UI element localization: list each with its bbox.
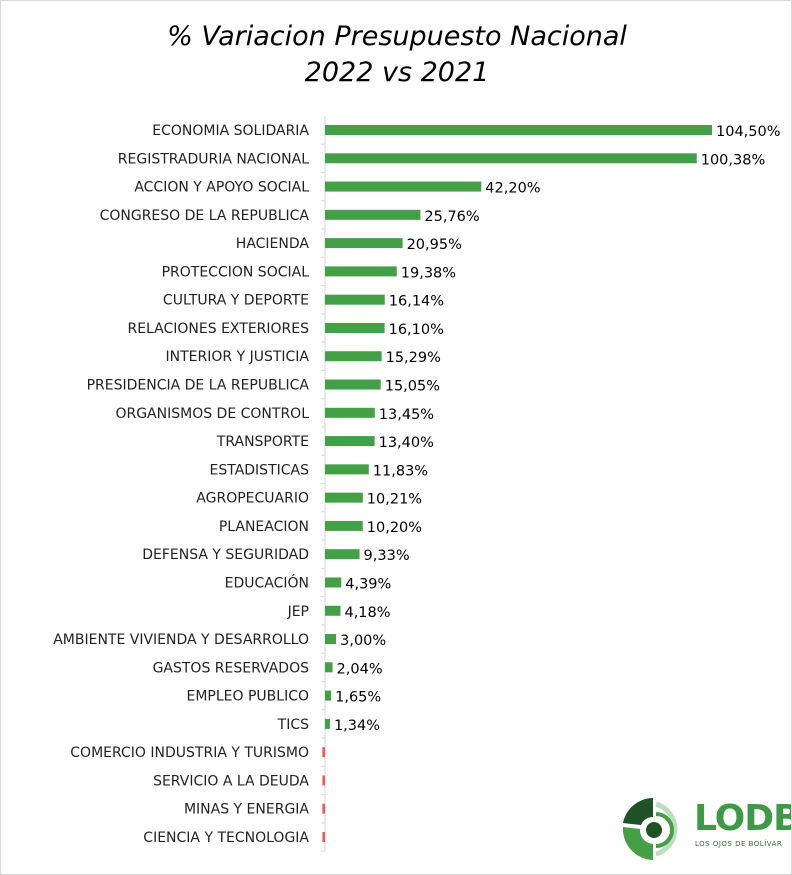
bar [325, 379, 381, 390]
data-label: 25,76% [424, 209, 479, 225]
data-label: 15,29% [386, 350, 441, 366]
bar [322, 803, 325, 814]
logo-tagline: LOS OJOS DE BOLÍVAR [695, 840, 783, 848]
category-label: COMERCIO INDUSTRIA Y TURISMO [70, 745, 309, 761]
bar [325, 549, 360, 560]
bar [325, 492, 363, 503]
category-label: TICS [277, 717, 309, 733]
category-label: INTERIOR Y JUSTICIA [166, 349, 310, 365]
category-label: JEP [287, 604, 309, 620]
category-label: EMPLEO PUBLICO [187, 689, 310, 705]
data-label: 9,33% [364, 548, 410, 564]
bar [325, 520, 363, 531]
bar [325, 209, 421, 220]
bar [325, 181, 482, 192]
bar [325, 153, 697, 164]
chart-title: % Variacion Presupuesto Nacional [167, 21, 627, 52]
bar [322, 775, 325, 786]
category-label: ORGANISMOS DE CONTROL [115, 406, 309, 422]
category-label: CONGRESO DE LA REPUBLICA [100, 208, 310, 224]
data-label: 13,40% [379, 435, 434, 451]
logo-text: LODB [694, 798, 792, 839]
bar [322, 747, 325, 758]
data-label: 3,00% [340, 633, 386, 649]
category-label: PROTECCION SOCIAL [162, 264, 310, 280]
bar [325, 125, 712, 135]
bar [322, 832, 325, 842]
bar [325, 238, 403, 249]
category-label: EDUCACIÓN [225, 573, 309, 591]
bar [325, 605, 341, 616]
bar [325, 322, 385, 333]
bar [325, 294, 385, 305]
bar [325, 464, 369, 475]
data-label: 4,39% [345, 576, 391, 592]
category-label: CIENCIA Y TECNOLOGIA [143, 830, 309, 846]
category-label: ECONOMIA SOLIDARIA [152, 123, 309, 139]
data-label: 104,50% [716, 124, 781, 140]
data-label: 1,65% [335, 690, 381, 706]
data-label: 19,38% [401, 265, 456, 281]
bar [325, 662, 333, 673]
eye-logo-icon [622, 798, 678, 860]
data-label: 100,38% [701, 152, 766, 168]
bar [325, 718, 330, 729]
data-label: 20,95% [407, 237, 462, 253]
bar [325, 690, 332, 701]
bar [325, 577, 342, 588]
bar [325, 407, 375, 418]
category-label: SERVICIO A LA DEUDA [153, 773, 309, 789]
data-label: 1,34% [334, 718, 380, 734]
category-label: MINAS Y ENERGIA [184, 802, 309, 818]
category-label: PLANEACION [219, 519, 309, 535]
data-label: 16,10% [389, 322, 444, 338]
lodb-logo: LODB LOS OJOS DE BOLÍVAR [619, 796, 792, 864]
category-label: REGISTRADURIA NACIONAL [118, 151, 309, 167]
bar [325, 351, 382, 362]
category-label: AMBIENTE VIVIENDA Y DESARROLLO [53, 632, 309, 648]
category-label: GASTOS RESERVADOS [153, 660, 310, 676]
category-label: AGROPECUARIO [196, 491, 309, 507]
category-label: DEFENSA Y SEGURIDAD [142, 547, 309, 563]
data-label: 10,20% [367, 520, 422, 536]
bar [325, 634, 337, 645]
data-label: 13,45% [379, 407, 434, 423]
chart-subtitle: 2022 vs 2021 [304, 57, 490, 88]
data-label: 11,83% [373, 463, 428, 479]
category-label: CULTURA Y DEPORTE [163, 293, 309, 309]
data-label: 42,20% [485, 181, 540, 197]
category-label: ACCION Y APOYO SOCIAL [134, 180, 309, 196]
data-label: 2,04% [337, 661, 383, 677]
category-label: ESTADISTICAS [210, 462, 310, 478]
data-label: 4,18% [344, 605, 390, 621]
data-label: 10,21% [367, 492, 422, 508]
data-label: 16,14% [389, 294, 444, 310]
category-label: TRANSPORTE [216, 434, 309, 450]
category-label: PRESIDENCIA DE LA REPUBLICA [87, 378, 310, 394]
bar [325, 266, 397, 277]
category-label: RELACIONES EXTERIORES [127, 321, 309, 337]
bar [325, 436, 375, 447]
data-label: 15,05% [385, 379, 440, 395]
category-label: HACIENDA [236, 236, 310, 252]
